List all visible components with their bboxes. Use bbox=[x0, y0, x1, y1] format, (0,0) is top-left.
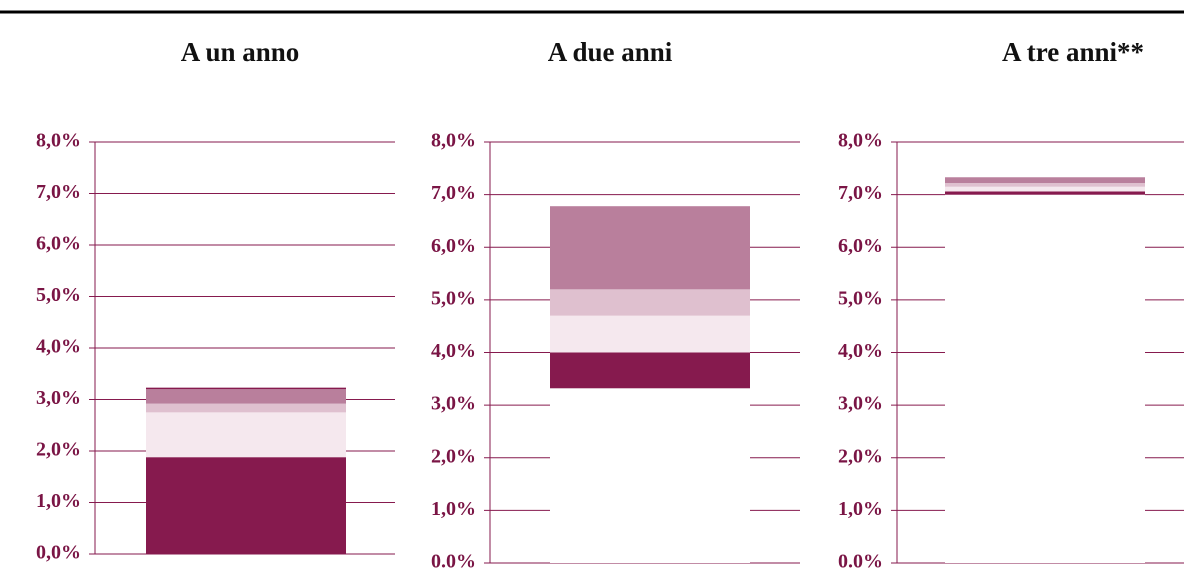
bar-segment bbox=[146, 389, 346, 404]
y-tick-label: 5,0% bbox=[36, 284, 81, 306]
bar-segment bbox=[146, 412, 346, 458]
bar-segment bbox=[945, 191, 1145, 195]
y-tick-label: 7,0% bbox=[431, 182, 476, 204]
bar-segment bbox=[550, 315, 750, 353]
y-tick-label: 3,0% bbox=[838, 393, 883, 415]
y-tick-label: 3,0% bbox=[431, 393, 476, 415]
y-tick-label: 0.0% bbox=[838, 551, 883, 570]
bar-segment bbox=[146, 457, 346, 554]
y-tick-label: 2,0% bbox=[431, 445, 476, 467]
y-tick-label: 3,0% bbox=[36, 387, 81, 409]
y-tick-label: 8,0% bbox=[838, 130, 883, 152]
bar-segment bbox=[945, 186, 1145, 192]
bar-segment bbox=[945, 177, 1145, 184]
y-tick-label: 2,0% bbox=[838, 445, 883, 467]
panel-title: A un anno bbox=[181, 37, 300, 67]
y-tick-label: 1,0% bbox=[838, 498, 883, 520]
y-tick-label: 7,0% bbox=[36, 181, 81, 203]
panel-title: A tre anni** bbox=[1002, 37, 1144, 67]
y-tick-label: 5,0% bbox=[838, 287, 883, 309]
y-tick-label: 2,0% bbox=[36, 439, 81, 461]
bar-segment bbox=[550, 289, 750, 316]
y-tick-label: 4,0% bbox=[36, 336, 81, 358]
y-tick-label: 6,0% bbox=[838, 235, 883, 257]
y-tick-label: 7,0% bbox=[838, 182, 883, 204]
y-tick-label: 8,0% bbox=[36, 130, 81, 152]
y-tick-label: 1,0% bbox=[431, 498, 476, 520]
y-tick-label: 6,0% bbox=[431, 235, 476, 257]
bar-segment bbox=[550, 352, 750, 389]
y-tick-label: 4,0% bbox=[838, 340, 883, 362]
y-tick-label: 0.0% bbox=[431, 551, 476, 570]
bar-segment bbox=[146, 387, 346, 390]
y-tick-label: 5,0% bbox=[431, 287, 476, 309]
panel-title: A due anni bbox=[548, 37, 673, 67]
y-tick-label: 6,0% bbox=[36, 233, 81, 255]
bar-segment bbox=[945, 183, 1145, 187]
y-tick-label: 0,0% bbox=[36, 542, 81, 564]
y-tick-label: 8,0% bbox=[431, 130, 476, 152]
bar-segment bbox=[945, 194, 1145, 563]
bar-segment bbox=[550, 206, 750, 290]
bar-segment bbox=[146, 403, 346, 413]
bar-segment bbox=[550, 388, 750, 563]
y-tick-label: 1,0% bbox=[36, 490, 81, 512]
y-tick-label: 4,0% bbox=[431, 340, 476, 362]
